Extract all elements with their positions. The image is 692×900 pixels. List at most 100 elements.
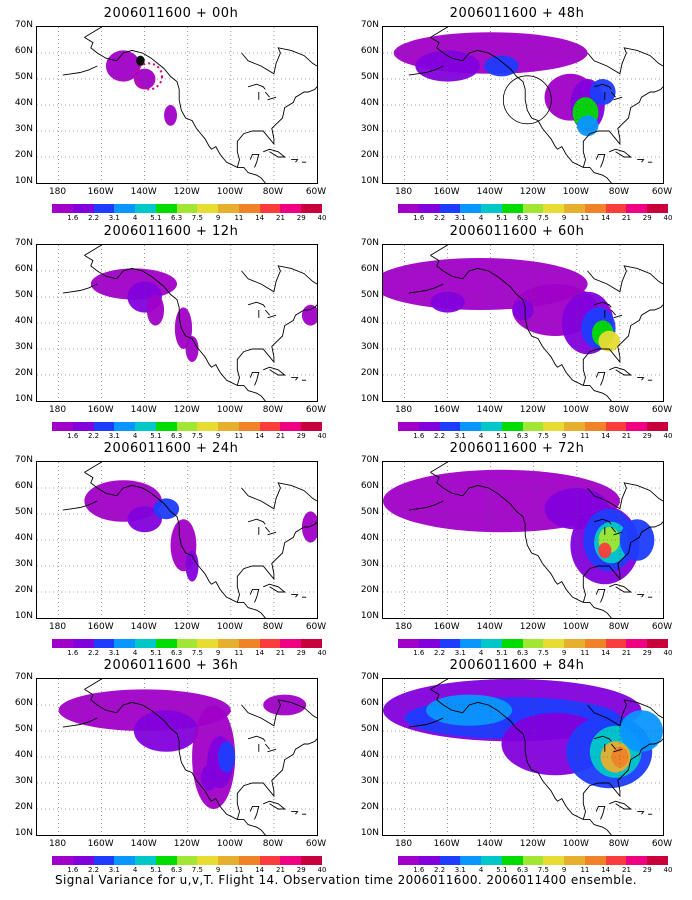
coastline	[263, 366, 286, 376]
coastline	[264, 309, 270, 316]
colorbar-swatch	[564, 204, 585, 213]
longitude-label: 80W	[608, 622, 630, 632]
coastline	[62, 500, 98, 511]
colorbar-swatch	[605, 204, 627, 213]
colorbar	[398, 856, 668, 865]
longitude-label: 80W	[262, 839, 284, 849]
colorbar-swatch	[481, 204, 502, 213]
colorbar-label: 7.5	[191, 432, 203, 440]
coastline	[84, 472, 266, 618]
coastline	[263, 800, 286, 810]
colorbar-swatch	[626, 639, 648, 648]
colorbar-label: 11	[580, 649, 590, 657]
colorbar-label: 4	[478, 649, 484, 657]
coastline	[249, 153, 260, 168]
map-area	[36, 26, 318, 184]
variance-contour	[484, 55, 519, 77]
variance-contour	[576, 115, 599, 137]
map-svg	[383, 245, 663, 401]
panel-title: 2006011600 + 48h	[449, 6, 585, 21]
longitude-label: 140W	[476, 622, 503, 632]
colorbar-swatch	[398, 856, 419, 865]
colorbar-swatch	[584, 639, 606, 648]
map-panel: 2006011600 + 12h 70N 60N 50N 40N 30N 20N 10N 180…	[6, 224, 336, 440]
coastline	[593, 83, 612, 90]
latitude-label: 20N	[14, 368, 33, 378]
colorbar-label: 7.5	[537, 649, 549, 657]
colorbar-swatch	[72, 856, 94, 865]
colorbar-label: 1.6	[413, 214, 425, 222]
colorbar-label: 1.6	[413, 649, 425, 657]
longitude-label: 160W	[433, 187, 460, 197]
coastline	[430, 679, 448, 690]
colorbar-label: 14	[255, 866, 265, 874]
colorbar-label: 6.3	[517, 866, 529, 874]
map-panel: 2006011600 + 84h 70N 60N 50N 40N 30N 20N 10N 180…	[352, 658, 682, 874]
coastline	[430, 689, 612, 835]
coastline	[236, 304, 317, 386]
latitude-label: 10N	[360, 611, 379, 621]
colorbar-label: 2.2	[433, 649, 446, 657]
colorbar-swatch	[398, 639, 419, 648]
longitude-label: 80W	[262, 405, 284, 415]
longitude-label: 100W	[216, 622, 243, 632]
latitude-label: 60N	[14, 264, 33, 274]
coastline	[430, 245, 448, 256]
coastline	[637, 811, 645, 815]
colorbar-label: 6.3	[171, 432, 183, 440]
colorbar-swatch	[52, 856, 73, 865]
colorbar-label: 3.1	[108, 432, 120, 440]
longitude-label: 180	[394, 405, 413, 415]
panel-title: 2006011600 + 12h	[103, 224, 239, 239]
colorbar-label: 40	[317, 649, 327, 657]
longitude-label: 120W	[173, 839, 200, 849]
coastline	[241, 47, 317, 75]
colorbar-swatch	[522, 204, 544, 213]
coastline	[291, 377, 299, 381]
coastline	[613, 748, 623, 753]
colorbar-swatch	[439, 422, 461, 431]
coastline	[587, 699, 663, 727]
colorbar-swatch	[398, 422, 419, 431]
latitude-label: 30N	[14, 124, 33, 134]
latitude-label: 10N	[14, 828, 33, 838]
latitude-label: 20N	[14, 585, 33, 595]
variance-contour	[136, 55, 145, 66]
longitude-label: 100W	[216, 405, 243, 415]
coastline	[610, 309, 616, 316]
coastline	[84, 245, 102, 256]
map-svg	[383, 27, 663, 183]
colorbar-swatch	[501, 204, 523, 213]
colorbar-swatch	[647, 422, 668, 431]
map-panel: 2006011600 + 48h 70N 60N 50N 40N 30N 20N 10N 180…	[352, 6, 682, 222]
longitude-label: 180	[48, 187, 67, 197]
latitude-label: 60N	[360, 264, 379, 274]
colorbar-label: 1.6	[67, 432, 79, 440]
colorbar-swatch	[176, 422, 198, 431]
longitude-label: 180	[394, 187, 413, 197]
colorbar-label: 2.2	[433, 866, 446, 874]
colorbar-label: 29	[296, 214, 306, 222]
latitude-label: 40N	[360, 533, 379, 543]
colorbar-swatch	[418, 422, 440, 431]
map-panel: 2006011600 + 24h 70N 60N 50N 40N 30N 20N 10N 180…	[6, 441, 336, 657]
colorbar-swatch	[460, 856, 482, 865]
colorbar-label: 21	[275, 866, 285, 874]
coastline	[264, 743, 270, 750]
map-svg	[37, 245, 317, 401]
latitude-label: 30N	[360, 559, 379, 569]
variance-contour	[200, 764, 218, 791]
longitude-label: 120W	[173, 187, 200, 197]
coastline	[247, 83, 266, 90]
colorbar-swatch	[135, 422, 156, 431]
colorbar-label: 6.3	[517, 214, 529, 222]
colorbar-swatch	[259, 204, 281, 213]
colorbar-label: 9	[561, 649, 567, 657]
colorbar	[398, 639, 668, 648]
variance-contour	[598, 330, 620, 352]
latitude-label: 10N	[14, 611, 33, 621]
longitude-label: 160W	[433, 622, 460, 632]
coastline	[263, 148, 286, 158]
coastline	[593, 301, 612, 308]
colorbar-swatch	[197, 204, 219, 213]
